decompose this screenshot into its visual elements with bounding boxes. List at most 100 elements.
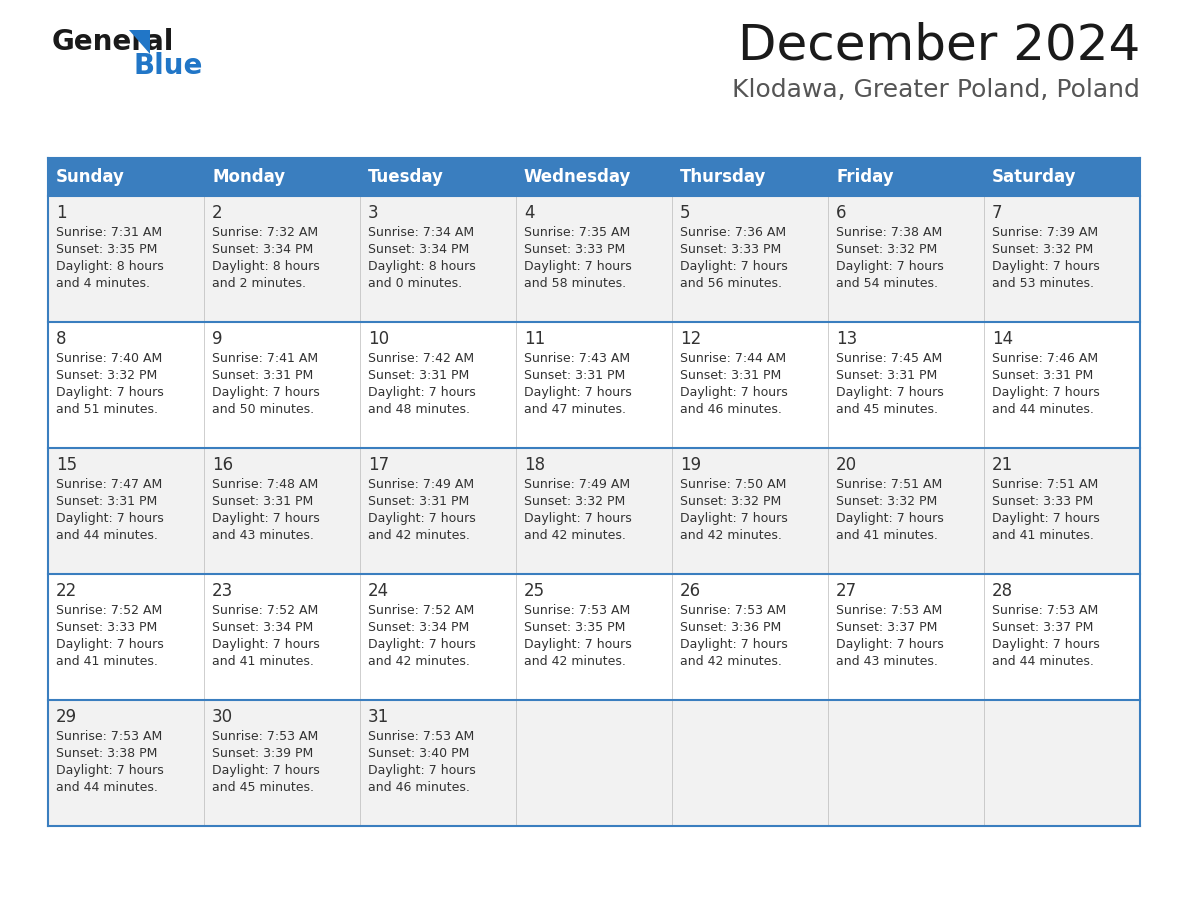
Text: Daylight: 7 hours: Daylight: 7 hours: [368, 764, 475, 777]
Text: and 0 minutes.: and 0 minutes.: [368, 277, 462, 290]
Text: 6: 6: [836, 204, 847, 222]
Text: Daylight: 7 hours: Daylight: 7 hours: [368, 638, 475, 651]
Text: Sunset: 3:32 PM: Sunset: 3:32 PM: [992, 243, 1093, 256]
Text: Sunset: 3:35 PM: Sunset: 3:35 PM: [56, 243, 157, 256]
Text: Sunrise: 7:53 AM: Sunrise: 7:53 AM: [368, 730, 474, 743]
Text: 13: 13: [836, 330, 858, 348]
Text: 16: 16: [211, 456, 233, 474]
Text: 26: 26: [680, 582, 701, 600]
Text: Sunset: 3:34 PM: Sunset: 3:34 PM: [368, 621, 469, 634]
Text: Daylight: 7 hours: Daylight: 7 hours: [211, 386, 320, 399]
Text: 5: 5: [680, 204, 690, 222]
Text: Sunrise: 7:38 AM: Sunrise: 7:38 AM: [836, 226, 942, 239]
Text: 25: 25: [524, 582, 545, 600]
Text: and 41 minutes.: and 41 minutes.: [211, 655, 314, 668]
Text: Sunset: 3:34 PM: Sunset: 3:34 PM: [211, 621, 314, 634]
Text: and 41 minutes.: and 41 minutes.: [992, 529, 1094, 542]
Text: Sunset: 3:35 PM: Sunset: 3:35 PM: [524, 621, 625, 634]
Text: 30: 30: [211, 708, 233, 726]
Text: Daylight: 7 hours: Daylight: 7 hours: [56, 638, 164, 651]
Text: and 54 minutes.: and 54 minutes.: [836, 277, 939, 290]
Text: Wednesday: Wednesday: [524, 168, 631, 186]
Text: Sunrise: 7:41 AM: Sunrise: 7:41 AM: [211, 352, 318, 365]
Text: and 4 minutes.: and 4 minutes.: [56, 277, 150, 290]
Text: Sunrise: 7:50 AM: Sunrise: 7:50 AM: [680, 478, 786, 491]
Bar: [48, 574, 1140, 700]
Text: Sunset: 3:33 PM: Sunset: 3:33 PM: [992, 495, 1093, 508]
Text: 12: 12: [680, 330, 701, 348]
Text: 31: 31: [368, 708, 390, 726]
Text: Sunrise: 7:49 AM: Sunrise: 7:49 AM: [524, 478, 630, 491]
Text: Sunset: 3:33 PM: Sunset: 3:33 PM: [680, 243, 782, 256]
Text: Daylight: 7 hours: Daylight: 7 hours: [680, 512, 788, 525]
Text: Klodawa, Greater Poland, Poland: Klodawa, Greater Poland, Poland: [732, 78, 1140, 102]
Text: Saturday: Saturday: [992, 168, 1076, 186]
Text: 29: 29: [56, 708, 77, 726]
Text: Daylight: 7 hours: Daylight: 7 hours: [992, 512, 1100, 525]
Text: Daylight: 7 hours: Daylight: 7 hours: [56, 386, 164, 399]
Text: Sunrise: 7:42 AM: Sunrise: 7:42 AM: [368, 352, 474, 365]
Text: Sunrise: 7:44 AM: Sunrise: 7:44 AM: [680, 352, 786, 365]
Text: Sunrise: 7:43 AM: Sunrise: 7:43 AM: [524, 352, 630, 365]
Text: 17: 17: [368, 456, 390, 474]
Text: Sunset: 3:32 PM: Sunset: 3:32 PM: [524, 495, 625, 508]
Text: 28: 28: [992, 582, 1013, 600]
Text: Sunset: 3:37 PM: Sunset: 3:37 PM: [836, 621, 937, 634]
Text: Sunset: 3:31 PM: Sunset: 3:31 PM: [56, 495, 157, 508]
Text: Daylight: 7 hours: Daylight: 7 hours: [524, 512, 632, 525]
Text: Daylight: 7 hours: Daylight: 7 hours: [56, 764, 164, 777]
Text: Sunrise: 7:49 AM: Sunrise: 7:49 AM: [368, 478, 474, 491]
Bar: [48, 196, 1140, 322]
Text: Daylight: 7 hours: Daylight: 7 hours: [368, 386, 475, 399]
Text: Sunrise: 7:48 AM: Sunrise: 7:48 AM: [211, 478, 318, 491]
Text: Sunset: 3:31 PM: Sunset: 3:31 PM: [524, 369, 625, 382]
Text: Daylight: 7 hours: Daylight: 7 hours: [836, 638, 943, 651]
Text: 1: 1: [56, 204, 67, 222]
Text: Daylight: 7 hours: Daylight: 7 hours: [992, 386, 1100, 399]
Text: Tuesday: Tuesday: [368, 168, 444, 186]
Polygon shape: [129, 30, 150, 54]
Text: Sunset: 3:32 PM: Sunset: 3:32 PM: [680, 495, 782, 508]
Text: Sunrise: 7:52 AM: Sunrise: 7:52 AM: [368, 604, 474, 617]
Text: Daylight: 8 hours: Daylight: 8 hours: [368, 260, 475, 273]
Text: Sunrise: 7:51 AM: Sunrise: 7:51 AM: [992, 478, 1098, 491]
Text: Daylight: 8 hours: Daylight: 8 hours: [211, 260, 320, 273]
Text: 27: 27: [836, 582, 857, 600]
Text: Daylight: 7 hours: Daylight: 7 hours: [524, 260, 632, 273]
Text: Sunrise: 7:53 AM: Sunrise: 7:53 AM: [524, 604, 631, 617]
Text: and 46 minutes.: and 46 minutes.: [368, 781, 470, 794]
Text: and 44 minutes.: and 44 minutes.: [56, 529, 158, 542]
Text: Sunset: 3:34 PM: Sunset: 3:34 PM: [368, 243, 469, 256]
Text: Sunrise: 7:47 AM: Sunrise: 7:47 AM: [56, 478, 163, 491]
Text: 9: 9: [211, 330, 222, 348]
Text: Sunset: 3:37 PM: Sunset: 3:37 PM: [992, 621, 1093, 634]
Text: Sunrise: 7:46 AM: Sunrise: 7:46 AM: [992, 352, 1098, 365]
Text: Sunset: 3:33 PM: Sunset: 3:33 PM: [56, 621, 157, 634]
Text: Friday: Friday: [836, 168, 893, 186]
Text: Sunset: 3:31 PM: Sunset: 3:31 PM: [992, 369, 1093, 382]
Text: Sunrise: 7:36 AM: Sunrise: 7:36 AM: [680, 226, 786, 239]
Text: 20: 20: [836, 456, 857, 474]
Text: Sunrise: 7:31 AM: Sunrise: 7:31 AM: [56, 226, 162, 239]
Bar: [48, 158, 1140, 196]
Text: Daylight: 7 hours: Daylight: 7 hours: [836, 260, 943, 273]
Bar: [48, 700, 1140, 826]
Text: and 41 minutes.: and 41 minutes.: [836, 529, 937, 542]
Text: and 41 minutes.: and 41 minutes.: [56, 655, 158, 668]
Text: and 45 minutes.: and 45 minutes.: [836, 403, 939, 416]
Text: Sunrise: 7:53 AM: Sunrise: 7:53 AM: [836, 604, 942, 617]
Text: Sunrise: 7:35 AM: Sunrise: 7:35 AM: [524, 226, 631, 239]
Text: 2: 2: [211, 204, 222, 222]
Text: 3: 3: [368, 204, 379, 222]
Text: 15: 15: [56, 456, 77, 474]
Text: Sunset: 3:39 PM: Sunset: 3:39 PM: [211, 747, 314, 760]
Text: Sunrise: 7:53 AM: Sunrise: 7:53 AM: [211, 730, 318, 743]
Text: and 44 minutes.: and 44 minutes.: [992, 655, 1094, 668]
Text: Daylight: 7 hours: Daylight: 7 hours: [680, 638, 788, 651]
Text: Daylight: 7 hours: Daylight: 7 hours: [56, 512, 164, 525]
Text: 21: 21: [992, 456, 1013, 474]
Text: 10: 10: [368, 330, 390, 348]
Text: Daylight: 7 hours: Daylight: 7 hours: [836, 512, 943, 525]
Text: Sunrise: 7:53 AM: Sunrise: 7:53 AM: [680, 604, 786, 617]
Text: and 43 minutes.: and 43 minutes.: [211, 529, 314, 542]
